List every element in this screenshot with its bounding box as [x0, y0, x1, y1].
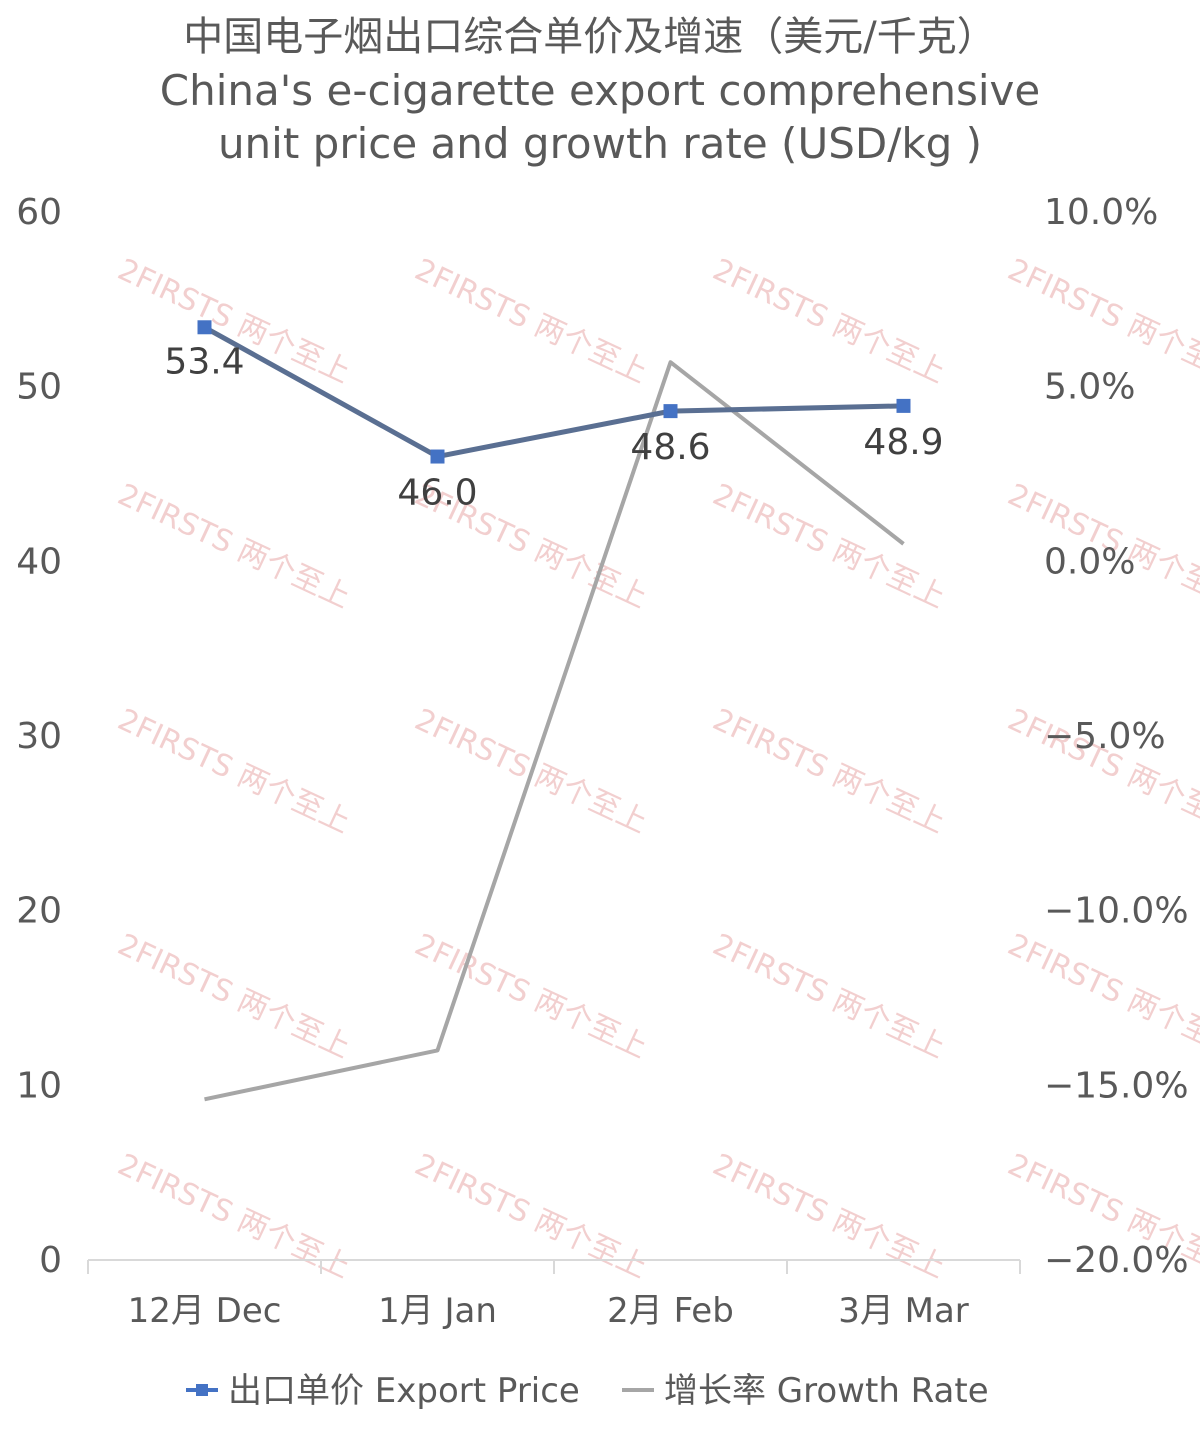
right-tick-label: −20.0% [1044, 1240, 1189, 1281]
watermark-4-0: 2FIRSTS 两个至上 [112, 1147, 355, 1285]
export-price-point [430, 449, 445, 464]
right-tick-label: −5.0% [1044, 716, 1166, 757]
left-tick-label: 0 [39, 1240, 62, 1281]
right-tick-label: −15.0% [1044, 1065, 1189, 1106]
left-tick-label: 50 [16, 367, 62, 408]
export-price-point [663, 404, 678, 419]
legend-growth-rate-label: 增长率 Growth Rate [664, 1371, 989, 1411]
watermark-4-2: 2FIRSTS 两个至上 [707, 1147, 950, 1285]
left-tick-label: 30 [16, 716, 62, 757]
legend-export-price-marker [196, 1384, 208, 1396]
watermark-3-2: 2FIRSTS 两个至上 [707, 927, 950, 1065]
left-tick-label: 40 [16, 541, 62, 582]
chart-title-en-line2: unit price and growth rate (USD/kg ) [218, 119, 982, 168]
watermark-2-2: 2FIRSTS 两个至上 [707, 702, 950, 840]
left-tick-label: 60 [16, 192, 62, 233]
right-tick-label: 10.0% [1044, 192, 1158, 233]
chart-title-cn: 中国电子烟出口综合单价及增速（美元/千克） [183, 14, 996, 60]
export-price-point [896, 398, 911, 413]
watermark-3-1: 2FIRSTS 两个至上 [409, 927, 652, 1065]
export-price-data-label: 53.4 [164, 341, 244, 382]
x-tick-label: 12月 Dec [128, 1291, 282, 1331]
series-line-growth-rate [204, 360, 905, 1102]
watermark-0-1: 2FIRSTS 两个至上 [409, 252, 652, 390]
watermark-3-3: 2FIRSTS 两个至上 [1002, 927, 1200, 1065]
left-tick-label: 10 [16, 1065, 62, 1106]
export-price-data-label: 48.6 [630, 427, 710, 468]
export-price-data-label: 46.0 [397, 473, 477, 514]
watermark-1-0: 2FIRSTS 两个至上 [112, 477, 355, 615]
right-tick-label: −10.0% [1044, 891, 1189, 932]
x-tick-label: 3月 Mar [838, 1291, 969, 1331]
plot-area: 53.4 46.0 48.6 48.9 [164, 320, 944, 1102]
watermark-0-2: 2FIRSTS 两个至上 [707, 252, 950, 390]
chart-title-en-line1: China's e-cigarette export comprehensive [160, 66, 1040, 115]
export-price-data-label: 48.9 [863, 422, 943, 463]
left-axis: 0 10 20 30 40 50 60 [16, 192, 62, 1281]
export-price-point [197, 320, 212, 335]
watermark-3-0: 2FIRSTS 两个至上 [112, 927, 355, 1065]
x-tick-label: 2月 Feb [607, 1291, 734, 1331]
legend-export-price-label: 出口单价 Export Price [228, 1371, 580, 1411]
right-tick-label: 5.0% [1044, 367, 1135, 408]
legend: 出口单价 Export Price 增长率 Growth Rate [186, 1371, 989, 1411]
watermark-4-1: 2FIRSTS 两个至上 [409, 1147, 652, 1285]
watermark-1-2: 2FIRSTS 两个至上 [707, 477, 950, 615]
x-axis: 12月 Dec 1月 Jan 2月 Feb 3月 Mar [87, 1259, 1021, 1331]
left-tick-label: 20 [16, 891, 62, 932]
watermark-2-0: 2FIRSTS 两个至上 [112, 702, 355, 840]
right-axis: −20.0% −15.0% −10.0% −5.0% 0.0% 5.0% 10.0% [1044, 192, 1189, 1281]
right-tick-label: 0.0% [1044, 541, 1135, 582]
series-line-export-price [203, 325, 904, 460]
x-tick-label: 1月 Jan [378, 1291, 497, 1331]
